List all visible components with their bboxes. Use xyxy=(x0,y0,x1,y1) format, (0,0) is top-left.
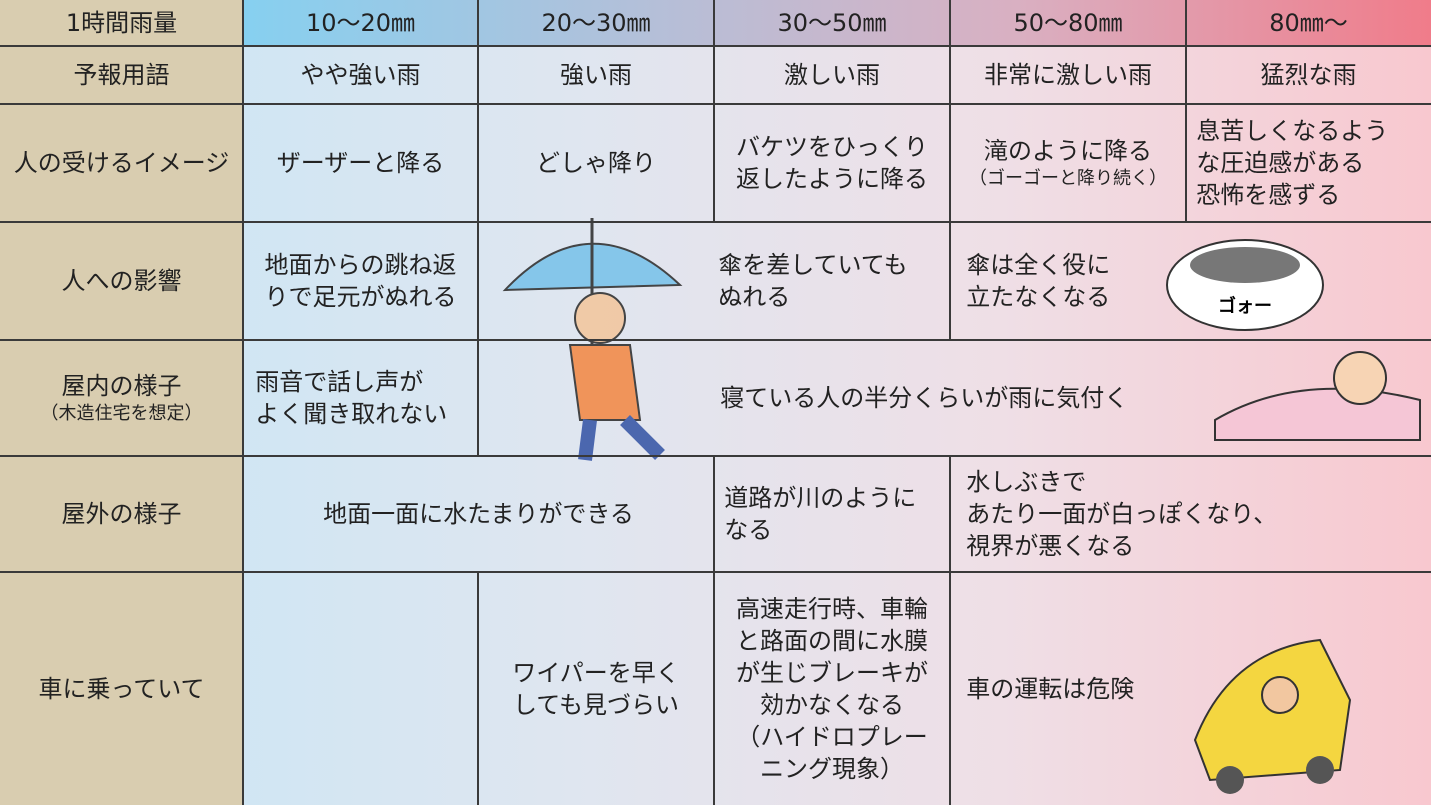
cell-text: 人の受けるイメージ xyxy=(13,149,230,177)
table-cell: 猛烈な雨 xyxy=(1185,45,1431,105)
cell-text: 強い雨 xyxy=(560,61,632,89)
header-cell: 10〜20㎜ xyxy=(242,0,479,47)
cell-text: 激しい雨 xyxy=(784,61,880,89)
header-cell: 20〜30㎜ xyxy=(477,0,715,47)
table-cell: バケツをひっくり 返したように降る xyxy=(713,103,951,223)
cell-text: 30〜50㎜ xyxy=(777,9,887,37)
row-label: 人への影響 xyxy=(0,221,244,341)
cell-text: どしゃ降り xyxy=(536,149,656,177)
table-cell: 息苦しくなるよう な圧迫感がある 恐怖を感ずる xyxy=(1185,103,1431,223)
header-label: 1時間雨量 xyxy=(0,0,244,47)
cell-text: 滝のように降る xyxy=(984,137,1152,165)
label-column-bg xyxy=(0,0,243,805)
cell-text: 非常に激しい雨 xyxy=(984,61,1152,89)
cell-text: 雨音で話し声が よく聞き取れない xyxy=(255,368,448,428)
empty-cell xyxy=(242,571,479,805)
table-cell: 地面からの跳ね返 りで足元がぬれる xyxy=(242,221,479,341)
cell-text: 水しぶきで あたり一面が白っぽくなり、 視界が悪くなる xyxy=(966,468,1278,560)
cell-text: 傘を差していても ぬれる xyxy=(718,251,908,311)
header-bg xyxy=(243,0,1431,46)
cell-note: （ゴーゴーと降り続く） xyxy=(969,168,1167,189)
header-cell: 80㎜〜 xyxy=(1185,0,1431,47)
row-label: 人の受けるイメージ xyxy=(0,103,244,223)
cell-text: 10〜20㎜ xyxy=(305,9,416,37)
row-label: 予報用語 xyxy=(0,45,244,105)
table-cell: やや強い雨 xyxy=(242,45,479,105)
table-cell: 強い雨 xyxy=(477,45,715,105)
cell-text: ワイパーを早く しても見づらい xyxy=(512,658,680,719)
row-label: 車に乗っていて xyxy=(0,571,244,805)
header-cell: 50〜80㎜ xyxy=(949,0,1187,47)
cell-text: 屋内の様子 xyxy=(61,372,182,400)
table-cell: ワイパーを早く しても見づらい xyxy=(477,571,715,805)
table-cell: 水しぶきで あたり一面が白っぽくなり、 視界が悪くなる xyxy=(949,455,1431,573)
cell-text: 地面からの跳ね返 りで足元がぬれる xyxy=(264,251,457,311)
cell-text: 地面一面に水たまりができる xyxy=(323,500,634,528)
table-cell: 高速走行時、車輪 と路面の間に水膜 が生じブレーキが 効かなくなる （ハイドロプ… xyxy=(713,571,951,805)
cell-note: （木造住宅を想定） xyxy=(40,403,203,424)
cell-text: 道路が川のように なる xyxy=(724,484,917,544)
table-cell: 寝ている人の半分くらいが雨に気付く xyxy=(477,339,1431,457)
row-label: 屋内の様子 （木造住宅を想定） xyxy=(0,339,244,457)
cell-text: 屋外の様子 xyxy=(61,500,182,528)
table-cell: 滝のように降る （ゴーゴーと降り続く） xyxy=(949,103,1187,223)
table-cell: 激しい雨 xyxy=(713,45,951,105)
cell-text: 20〜30㎜ xyxy=(541,9,651,37)
cell-text: 車に乗っていて xyxy=(38,674,205,703)
cell-text: バケツをひっくり 返したように降る xyxy=(736,133,928,193)
table-cell: 傘は全く役に 立たなくなる xyxy=(949,221,1431,341)
cell-text: 50〜80㎜ xyxy=(1013,9,1123,37)
cell-text: 80㎜〜 xyxy=(1269,9,1348,37)
header-cell: 30〜50㎜ xyxy=(713,0,951,47)
table-cell: 地面一面に水たまりができる xyxy=(242,455,715,573)
cell-text: 息苦しくなるよう な圧迫感がある 恐怖を感ずる xyxy=(1196,117,1389,209)
table-cell: ザーザーと降る xyxy=(242,103,479,223)
cell-text: 人への影響 xyxy=(61,267,182,295)
cell-text: 予報用語 xyxy=(73,61,170,89)
table-cell: 非常に激しい雨 xyxy=(949,45,1187,105)
row-label: 屋外の様子 xyxy=(0,455,244,573)
cell-text: 車の運転は危険 xyxy=(966,674,1135,703)
cell-text: ザーザーと降る xyxy=(276,149,445,177)
cell-text: 傘は全く役に 立たなくなる xyxy=(966,251,1111,311)
cell-text: やや強い雨 xyxy=(300,61,421,89)
cell-text: 寝ている人の半分くらいが雨に気付く xyxy=(720,384,1129,412)
table-cell: 車の運転は危険 xyxy=(949,571,1431,805)
table-cell: 傘を差していても ぬれる xyxy=(477,221,951,341)
table-cell: 道路が川のように なる xyxy=(713,455,951,573)
table-cell: どしゃ降り xyxy=(477,103,715,223)
cell-text: 1時間雨量 xyxy=(65,9,178,37)
table-cell: 雨音で話し声が よく聞き取れない xyxy=(242,339,479,457)
cell-text: 高速走行時、車輪 と路面の間に水膜 が生じブレーキが 効かなくなる （ハイドロプ… xyxy=(736,594,928,783)
cell-text: 猛烈な雨 xyxy=(1260,61,1357,89)
